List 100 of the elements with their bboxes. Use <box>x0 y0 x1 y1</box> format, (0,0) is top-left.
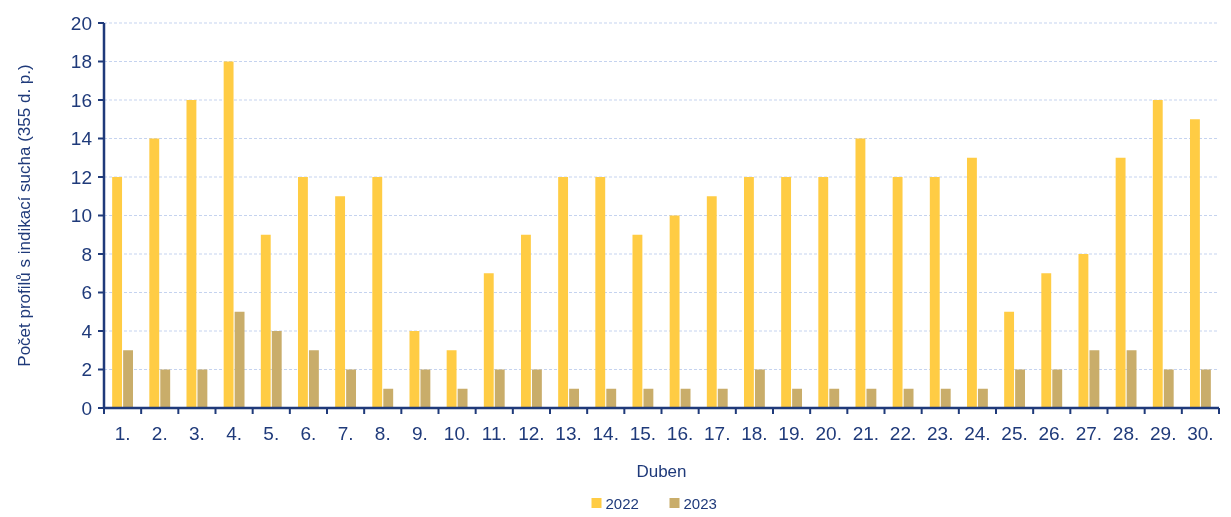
bar <box>966 157 977 408</box>
legend-label: 2023 <box>683 495 717 512</box>
y-tick-label: 10 <box>70 205 92 227</box>
x-tick-label: 23. <box>927 423 954 444</box>
bar <box>781 177 792 408</box>
bar <box>186 100 197 408</box>
bar <box>717 388 728 408</box>
bar <box>643 388 654 408</box>
bar <box>494 369 505 408</box>
bar <box>1052 369 1063 408</box>
bar <box>234 311 245 408</box>
x-tick-label: 20. <box>815 423 842 444</box>
bar <box>308 350 319 408</box>
bar <box>829 388 840 408</box>
legend-label: 2022 <box>605 495 639 512</box>
bar <box>569 388 580 408</box>
bar <box>1126 350 1137 408</box>
bar <box>420 369 431 408</box>
y-tick-label: 6 <box>81 282 92 304</box>
y-tick-label: 18 <box>70 51 92 73</box>
x-tick-label: 6. <box>300 423 317 444</box>
bar <box>531 369 542 408</box>
bar <box>1041 273 1052 408</box>
bar <box>197 369 208 408</box>
bar <box>818 177 829 408</box>
bar <box>297 177 308 408</box>
bar <box>743 177 754 408</box>
x-tick-label: 24. <box>964 423 991 444</box>
bar <box>271 331 282 408</box>
bar <box>409 331 420 408</box>
x-tick-label: 25. <box>1001 423 1028 444</box>
bar <box>372 177 383 408</box>
bar <box>1189 119 1200 408</box>
x-tick-label: 4. <box>226 423 243 444</box>
bar <box>1200 369 1211 408</box>
y-tick-label: 16 <box>70 89 92 111</box>
x-tick-label: 30. <box>1187 423 1214 444</box>
bar <box>929 177 940 408</box>
x-tick-label: 10. <box>443 423 471 444</box>
x-tick-label: 9. <box>411 423 428 444</box>
x-tick-label: 12. <box>518 423 545 444</box>
y-tick-label: 14 <box>70 128 93 150</box>
bar <box>632 234 643 408</box>
bar <box>223 61 234 408</box>
bar <box>457 388 468 408</box>
bar <box>112 177 123 408</box>
x-tick-label: 21. <box>852 423 880 444</box>
x-tick-label: 3. <box>188 423 205 444</box>
x-tick-label: 22. <box>889 423 917 444</box>
x-tick-label: 5. <box>263 423 280 444</box>
bar <box>866 388 877 408</box>
x-axis-title: Duben <box>636 462 687 481</box>
bar <box>1163 369 1174 408</box>
bar <box>1089 350 1100 408</box>
x-tick-label: 28. <box>1112 423 1140 444</box>
x-tick-label: 11. <box>481 423 507 444</box>
bar <box>149 138 160 408</box>
y-tick-label: 4 <box>81 320 93 342</box>
bar <box>123 350 134 408</box>
bar <box>260 234 271 408</box>
x-tick-label: 1. <box>114 423 131 444</box>
bar <box>903 388 914 408</box>
y-tick-label: 20 <box>70 12 92 34</box>
bar <box>977 388 988 408</box>
bar <box>346 369 357 408</box>
bar <box>383 388 394 408</box>
y-tick-label: 2 <box>81 359 92 381</box>
bar <box>520 234 531 408</box>
x-tick-label: 16. <box>666 423 694 444</box>
x-tick-label: 14. <box>592 423 619 444</box>
bar <box>1078 254 1089 408</box>
bar <box>595 177 606 408</box>
y-tick-label: 0 <box>81 397 92 419</box>
bar <box>792 388 803 408</box>
y-axis-title: Počet profilů s indikací sucha (355 d. p.) <box>15 64 34 367</box>
x-tick-label: 27. <box>1075 423 1103 444</box>
x-tick-label: 29. <box>1150 423 1177 444</box>
bar <box>1004 311 1015 408</box>
x-tick-label: 17. <box>704 423 731 444</box>
bar <box>940 388 951 408</box>
bar <box>558 177 569 408</box>
bar <box>706 196 717 408</box>
x-tick-label: 7. <box>337 423 354 444</box>
x-tick-label: 8. <box>374 423 391 444</box>
y-tick-label: 12 <box>70 166 92 188</box>
bar <box>1115 157 1126 408</box>
bar <box>855 138 866 408</box>
bar <box>335 196 346 408</box>
x-tick-label: 19. <box>778 423 805 444</box>
bar <box>606 388 617 408</box>
x-tick-label: 15. <box>629 423 657 444</box>
bar <box>160 369 171 408</box>
bar <box>483 273 494 408</box>
bar <box>446 350 457 408</box>
x-tick-label: 26. <box>1038 423 1065 444</box>
x-tick-label: 13. <box>555 423 582 444</box>
bar <box>892 177 903 408</box>
y-tick-label: 8 <box>81 243 92 265</box>
bar <box>754 369 765 408</box>
bar <box>680 388 691 408</box>
